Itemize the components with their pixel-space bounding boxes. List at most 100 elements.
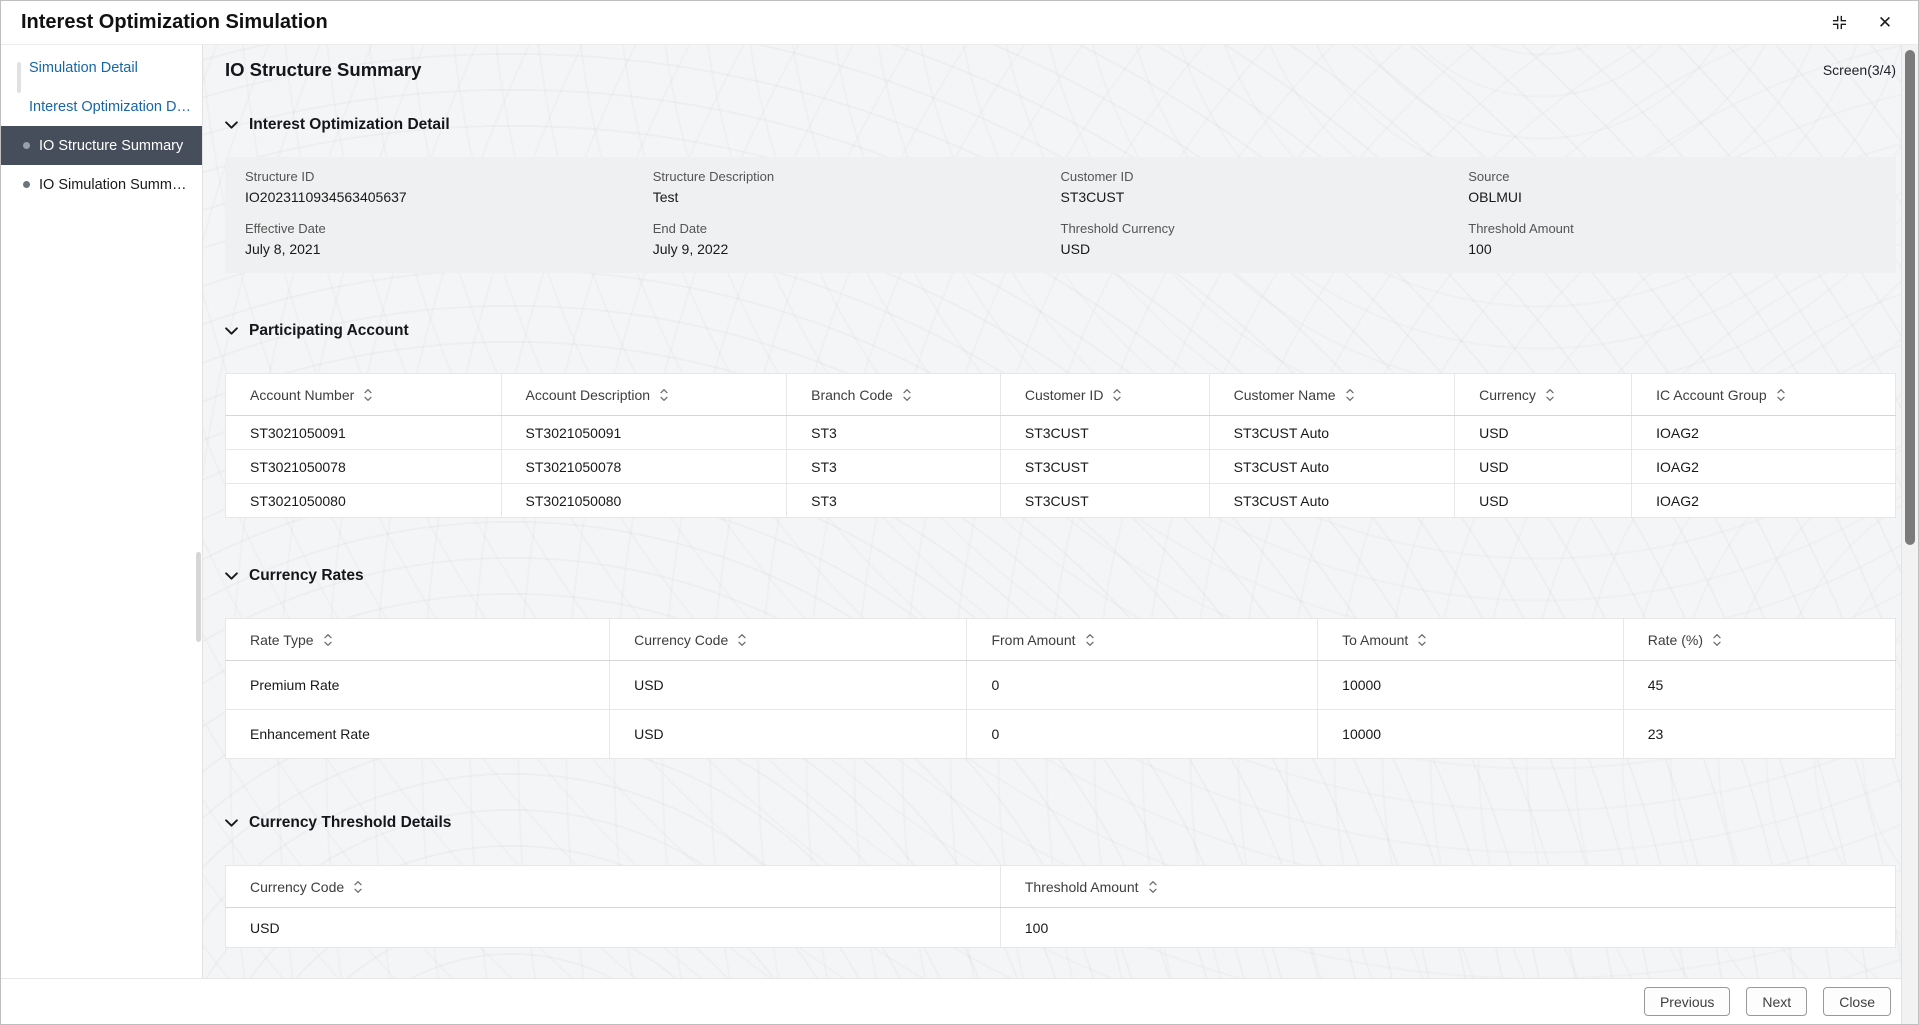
next-button[interactable]: Next <box>1746 987 1808 1016</box>
participating-account-table: Account Number Account Description Branc… <box>225 373 1896 518</box>
table-cell: IOAG2 <box>1631 449 1896 484</box>
column-header-customer-name[interactable]: Customer Name <box>1208 373 1456 416</box>
currency-rates-table: Rate Type Currency Code From Amount To A… <box>224 618 1897 759</box>
chevron-down-icon <box>225 572 238 580</box>
sort-icon[interactable] <box>1085 633 1095 647</box>
section-toggle-participating-account[interactable]: Participating Account <box>225 319 1896 343</box>
step-dot-icon <box>23 142 30 149</box>
column-header-account-description[interactable]: Account Description <box>500 373 788 416</box>
section-title: Interest Optimization Detail <box>249 116 450 133</box>
table-cell: ST3CUST Auto <box>1208 449 1456 484</box>
sidebar-item-io-simulation-summary[interactable]: IO Simulation Summary <box>1 165 202 204</box>
field-label: Structure Description <box>652 169 775 184</box>
field-label: Threshold Amount <box>1468 221 1574 236</box>
column-label: Customer ID <box>1024 386 1104 403</box>
sidebar-item-interest-optimization-detail[interactable]: Interest Optimization D ... <box>1 87 202 126</box>
section-interest-optimization-detail: Interest Optimization Detail Structure I… <box>225 113 1896 273</box>
vertical-scrollbar[interactable] <box>1901 45 1918 1024</box>
column-header-to-amount[interactable]: To Amount <box>1317 618 1624 661</box>
table-cell: Premium Rate <box>224 660 611 710</box>
section-participating-account: Participating Account Account Number Acc… <box>225 319 1896 518</box>
sidebar-item-simulation-detail[interactable]: Simulation Detail <box>1 48 202 87</box>
sidebar-scrollbar-thumb[interactable] <box>196 552 201 642</box>
field-value: July 9, 2022 <box>652 241 729 257</box>
sort-icon[interactable] <box>1345 388 1355 402</box>
detail-panel: Structure ID IO2023110934563405637 Struc… <box>225 157 1896 273</box>
column-header-rate-type[interactable]: Rate Type <box>224 618 611 661</box>
footer-action-bar: Previous Next Close <box>1 978 1901 1024</box>
column-header-account-number[interactable]: Account Number <box>225 373 502 416</box>
table-cell: ST3CUST Auto <box>1208 415 1456 450</box>
chevron-down-icon <box>225 327 238 335</box>
column-label: Threshold Amount <box>1024 878 1139 895</box>
column-label: Account Number <box>250 386 355 403</box>
column-header-rate-percent[interactable]: Rate (%) <box>1622 618 1897 661</box>
scrollbar-thumb[interactable] <box>1905 50 1915 545</box>
field-label: Structure ID <box>245 169 315 184</box>
step-dot-icon <box>23 181 30 188</box>
field-label: Threshold Currency <box>1060 221 1175 236</box>
sidebar-item-io-structure-summary[interactable]: IO Structure Summary <box>1 126 202 165</box>
table-cell: 0 <box>966 709 1319 759</box>
table-cell: ST3021050080 <box>500 483 788 518</box>
section-title: Currency Rates <box>249 567 364 584</box>
column-label: Currency <box>1479 386 1536 403</box>
field-label: Effective Date <box>245 221 326 236</box>
column-header-currency-code[interactable]: Currency Code <box>225 865 1001 908</box>
field-value: 100 <box>1468 241 1492 257</box>
sort-icon[interactable] <box>1776 388 1786 402</box>
column-label: Branch Code <box>811 386 893 403</box>
sort-icon[interactable] <box>737 633 747 647</box>
section-toggle-currency-rates[interactable]: Currency Rates <box>225 564 1896 588</box>
column-header-currency-code[interactable]: Currency Code <box>609 618 968 661</box>
column-label: Account Description <box>525 386 651 403</box>
table-cell: 0 <box>966 660 1319 710</box>
table-header-row: Account Number Account Description Branc… <box>225 373 1896 416</box>
column-header-threshold-amount[interactable]: Threshold Amount <box>999 865 1897 908</box>
sort-icon[interactable] <box>1148 880 1158 894</box>
previous-button[interactable]: Previous <box>1643 987 1731 1016</box>
field-value: July 8, 2021 <box>245 241 321 257</box>
wizard-sidebar: Simulation Detail Interest Optimization … <box>1 45 203 1024</box>
close-icon: ✕ <box>1877 13 1893 32</box>
sort-icon[interactable] <box>323 633 333 647</box>
column-header-currency[interactable]: Currency <box>1454 373 1633 416</box>
close-button[interactable]: Close <box>1823 987 1891 1016</box>
table-cell: ST3 <box>786 483 1001 518</box>
sidebar-item-label: Simulation Detail <box>29 59 138 76</box>
column-header-customer-id[interactable]: Customer ID <box>999 373 1210 416</box>
field-end-date: End Date July 9, 2022 <box>653 221 1061 257</box>
table-header-row: Currency Code Threshold Amount <box>225 865 1897 908</box>
table-cell: IOAG2 <box>1631 483 1896 518</box>
sort-icon[interactable] <box>363 388 373 402</box>
field-customer-id: Customer ID ST3CUST <box>1061 169 1469 205</box>
column-label: Currency Code <box>250 878 345 895</box>
main-content: IO Structure Summary Screen(3/4) Interes… <box>203 45 1918 1024</box>
restore-window-button[interactable] <box>1826 10 1852 36</box>
sort-icon[interactable] <box>902 388 912 402</box>
table-cell: ST3021050091 <box>500 415 788 450</box>
column-label: To Amount <box>1342 631 1409 648</box>
section-toggle-currency-threshold-details[interactable]: Currency Threshold Details <box>225 811 1896 835</box>
table-cell: ST3 <box>786 415 1001 450</box>
table-cell: ST3CUST <box>999 449 1210 484</box>
table-cell: USD <box>225 907 1001 948</box>
sort-icon[interactable] <box>1712 633 1722 647</box>
sort-icon[interactable] <box>1417 633 1427 647</box>
table-cell: ST3CUST Auto <box>1208 483 1456 518</box>
column-header-branch-code[interactable]: Branch Code <box>786 373 1001 416</box>
field-label: Customer ID <box>1060 169 1134 184</box>
sort-icon[interactable] <box>1545 388 1555 402</box>
table-cell: 10000 <box>1317 709 1624 759</box>
field-value: IO2023110934563405637 <box>245 189 407 205</box>
column-header-ic-account-group[interactable]: IC Account Group <box>1631 373 1896 416</box>
sort-icon[interactable] <box>659 388 669 402</box>
section-toggle-interest-optimization-detail[interactable]: Interest Optimization Detail <box>225 113 1896 137</box>
sort-icon[interactable] <box>353 880 363 894</box>
column-header-from-amount[interactable]: From Amount <box>966 618 1319 661</box>
table-row: Enhancement Rate USD 0 10000 23 <box>224 709 1897 759</box>
table-cell: USD <box>1454 449 1633 484</box>
sort-icon[interactable] <box>1112 388 1122 402</box>
close-window-button[interactable]: ✕ <box>1872 10 1898 36</box>
